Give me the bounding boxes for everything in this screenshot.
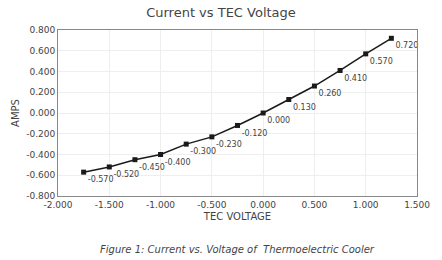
svg-text:1.000: 1.000: [353, 200, 379, 210]
svg-text:Current vs TEC Voltage: Current vs TEC Voltage: [146, 5, 296, 20]
svg-text:-0.500: -0.500: [197, 200, 226, 210]
svg-text:TEC VOLTAGE: TEC VOLTAGE: [203, 211, 271, 222]
svg-text:1.500: 1.500: [404, 200, 430, 210]
svg-text:-0.230: -0.230: [216, 140, 242, 149]
svg-text:-1.500: -1.500: [95, 200, 124, 210]
svg-text:0.410: 0.410: [344, 74, 367, 83]
svg-text:-0.800: -0.800: [26, 191, 55, 201]
svg-text:0.130: 0.130: [293, 103, 316, 112]
svg-text:AMPS: AMPS: [10, 99, 21, 127]
svg-text:0.570: 0.570: [370, 57, 393, 66]
svg-text:0.260: 0.260: [319, 89, 342, 98]
svg-text:0.800: 0.800: [29, 25, 55, 35]
svg-text:0.000: 0.000: [29, 108, 55, 118]
svg-text:-0.120: -0.120: [242, 129, 268, 138]
svg-text:-0.520: -0.520: [113, 170, 139, 179]
svg-text:0.000: 0.000: [250, 200, 276, 210]
svg-text:-0.200: -0.200: [26, 129, 55, 139]
svg-text:-1.000: -1.000: [146, 200, 175, 210]
svg-text:-2.000: -2.000: [43, 200, 72, 210]
svg-text:0.500: 0.500: [302, 200, 328, 210]
svg-text:-0.400: -0.400: [165, 158, 191, 167]
svg-text:0.000: 0.000: [267, 116, 290, 125]
svg-text:-0.600: -0.600: [26, 170, 55, 180]
svg-text:-0.450: -0.450: [139, 163, 165, 172]
svg-text:-0.570: -0.570: [88, 175, 114, 184]
svg-text:0.720: 0.720: [395, 41, 418, 50]
svg-text:0.200: 0.200: [29, 87, 55, 97]
svg-text:-0.400: -0.400: [26, 150, 55, 160]
svg-text:-0.300: -0.300: [190, 147, 216, 156]
svg-text:Figure 1: Current vs. Voltage: Figure 1: Current vs. Voltage of Thermoe…: [100, 244, 375, 255]
svg-text:0.400: 0.400: [29, 67, 55, 77]
svg-text:0.600: 0.600: [29, 46, 55, 56]
